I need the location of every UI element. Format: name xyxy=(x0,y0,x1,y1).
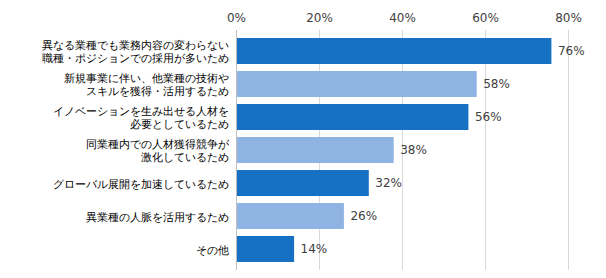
svg-text:その他: その他 xyxy=(196,244,229,257)
svg-text:20%: 20% xyxy=(306,11,333,25)
svg-text:32%: 32% xyxy=(375,176,402,190)
svg-text:異業種の人脈を活用するため: 異業種の人脈を活用するため xyxy=(86,211,229,224)
svg-text:58%: 58% xyxy=(483,77,510,91)
svg-text:56%: 56% xyxy=(475,110,502,124)
svg-text:38%: 38% xyxy=(400,143,427,157)
svg-text:0%: 0% xyxy=(227,11,246,25)
svg-text:76%: 76% xyxy=(558,44,585,58)
svg-text:60%: 60% xyxy=(472,11,499,25)
svg-text:40%: 40% xyxy=(389,11,416,25)
svg-text:14%: 14% xyxy=(301,242,328,256)
svg-text:同業種内での人材獲得競争が激化しているため: 同業種内での人材獲得競争が激化しているため xyxy=(86,138,230,164)
svg-text:新規事業に伴い、他業種の技術やスキルを獲得・活用するため: 新規事業に伴い、他業種の技術やスキルを獲得・活用するため xyxy=(64,72,229,98)
svg-text:26%: 26% xyxy=(350,209,377,223)
svg-text:グローバル展開を加速しているため: グローバル展開を加速しているため xyxy=(53,178,229,191)
svg-text:イノベーションを生み出せる人材を必要としているため: イノベーションを生み出せる人材を必要としているため xyxy=(53,105,229,131)
svg-text:異なる業種でも業務内容の変わらない職種・ポジションでの採用が: 異なる業種でも業務内容の変わらない職種・ポジションでの採用が多いため xyxy=(42,39,229,65)
svg-text:80%: 80% xyxy=(555,11,582,25)
